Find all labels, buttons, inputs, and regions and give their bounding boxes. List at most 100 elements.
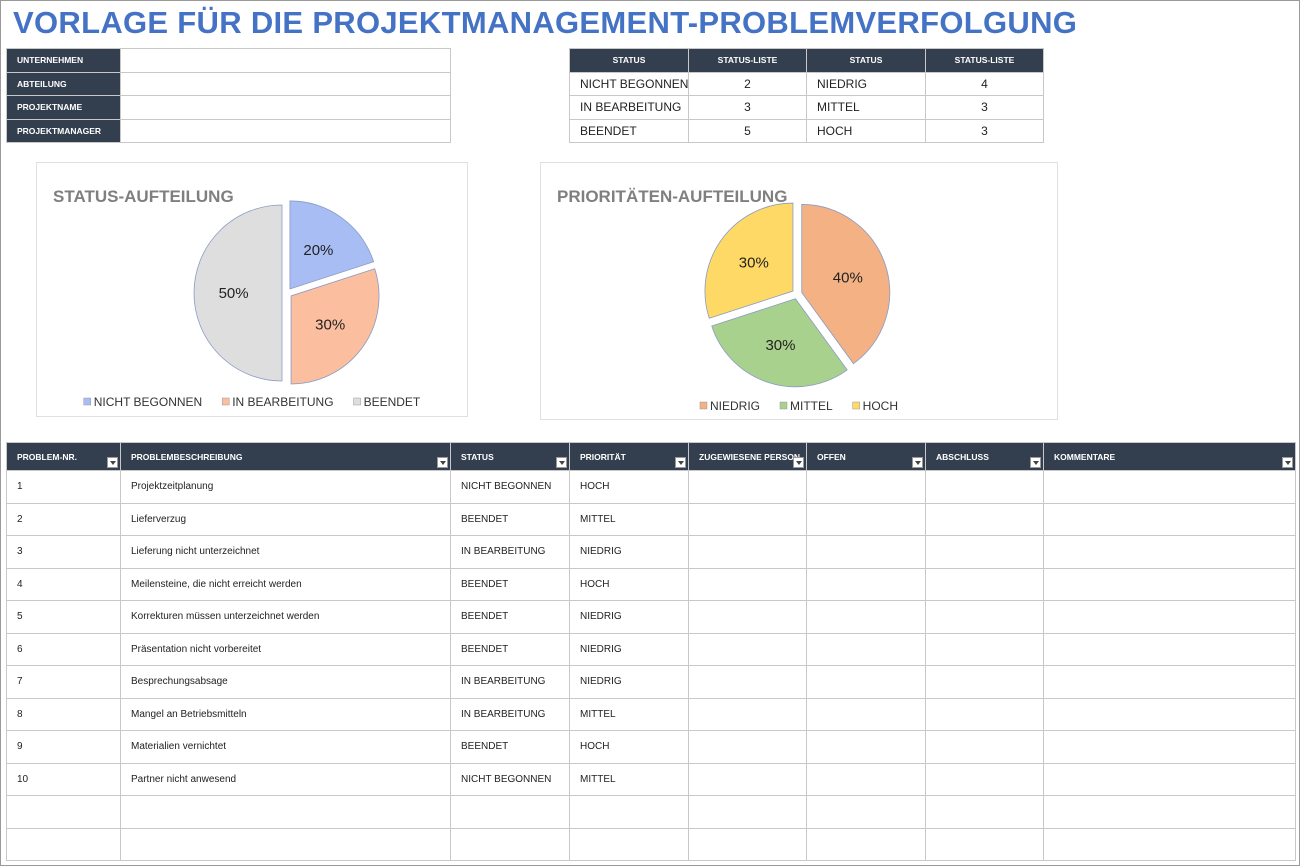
issue-cell (1043, 600, 1296, 634)
issue-cell: 9 (6, 730, 121, 764)
summary-cell: BEENDET (569, 118, 689, 143)
issue-header: KOMMENTARE (1043, 442, 1296, 471)
data-label: 30% (765, 337, 795, 354)
issue-cell (925, 762, 1044, 796)
filter-button[interactable] (556, 457, 567, 468)
legend-label: BEENDET (364, 395, 421, 409)
legend-label: IN BEARBEITUNG (232, 395, 333, 409)
filter-button[interactable] (437, 457, 448, 468)
issue-cell (688, 600, 807, 634)
pie-slice (711, 298, 848, 388)
issue-cell (1043, 827, 1296, 861)
summary-cell: 2 (688, 71, 807, 96)
issue-cell (1043, 762, 1296, 796)
issue-cell (1043, 730, 1296, 764)
issue-header: PROBLEM-NR. (6, 442, 121, 471)
legend-label: MITTEL (790, 399, 833, 413)
info-value (120, 71, 451, 96)
info-value (120, 118, 451, 143)
issue-cell: Projektzeitplanung (120, 470, 451, 504)
pie-slice (289, 200, 375, 290)
issue-header: STATUS (450, 442, 570, 471)
issue-cell: 5 (6, 600, 121, 634)
issue-cell (806, 762, 926, 796)
issue-cell: Partner nicht anwesend (120, 762, 451, 796)
summary-cell: HOCH (806, 118, 926, 143)
issue-cell (688, 632, 807, 666)
issue-cell (688, 795, 807, 829)
chart-title: PRIORITÄTEN-AUFTEILUNG (557, 187, 787, 206)
issue-cell (806, 567, 926, 601)
issue-cell (1043, 502, 1296, 536)
summary-cell: 3 (925, 95, 1044, 120)
issue-cell: 3 (6, 535, 121, 569)
issue-cell (806, 470, 926, 504)
issue-cell: Lieferverzug (120, 502, 451, 536)
chart: PRIORITÄTEN-AUFTEILUNG 40% 30% 30% NIEDRIG MI… (557, 187, 898, 413)
issue-cell: NICHT BEGONNEN (450, 762, 570, 796)
filter-button[interactable] (1282, 457, 1293, 468)
issue-cell: Präsentation nicht vorbereitet (120, 632, 451, 666)
chart: STATUS-AUFTEILUNG 20% 30% 50% NICHT BEGONNEN… (53, 187, 421, 409)
summary-header: STATUS (569, 48, 689, 73)
issue-cell (688, 535, 807, 569)
filter-button[interactable] (793, 457, 804, 468)
issue-cell (925, 470, 1044, 504)
summary-cell: 4 (925, 71, 1044, 96)
issue-cell (806, 730, 926, 764)
issue-cell: Mangel an Betriebsmitteln (120, 697, 451, 731)
issue-cell (925, 632, 1044, 666)
info-label: ABTEILUNG (6, 71, 121, 96)
issue-header: PROBLEMBESCHREIBUNG (120, 442, 451, 471)
issue-cell (1043, 632, 1296, 666)
issue-cell (925, 730, 1044, 764)
issue-cell (688, 827, 807, 861)
pie-slice (290, 268, 380, 385)
issue-cell (688, 665, 807, 699)
data-label: 30% (315, 316, 345, 333)
issue-cell (1043, 470, 1296, 504)
issue-cell: 2 (6, 502, 121, 536)
issue-cell: HOCH (569, 567, 689, 601)
issue-cell: 10 (6, 762, 121, 796)
filter-button[interactable] (912, 457, 923, 468)
data-label: 50% (219, 285, 249, 302)
issue-cell (450, 795, 570, 829)
issue-cell (120, 827, 451, 861)
issue-cell: MITTEL (569, 697, 689, 731)
issue-cell: NICHT BEGONNEN (450, 470, 570, 504)
legend-swatch (852, 401, 860, 410)
summary-cell: MITTEL (806, 95, 926, 120)
summary-cell: NICHT BEGONNEN (569, 71, 689, 96)
summary-header: STATUS (806, 48, 926, 73)
legend-swatch (779, 401, 788, 410)
legend-label: NICHT BEGONNEN (94, 395, 202, 409)
pie-slice (704, 202, 794, 319)
chart-title: STATUS-AUFTEILUNG (53, 187, 234, 206)
issue-cell: 6 (6, 632, 121, 666)
issue-cell: NIEDRIG (569, 535, 689, 569)
filter-button[interactable] (675, 457, 686, 468)
issue-cell (6, 827, 121, 861)
issue-cell (925, 665, 1044, 699)
issue-cell: 4 (6, 567, 121, 601)
issue-cell: Meilensteine, die nicht erreicht werden (120, 567, 451, 601)
issue-cell: IN BEARBEITUNG (450, 665, 570, 699)
issue-cell (925, 600, 1044, 634)
issue-cell: BEENDET (450, 730, 570, 764)
legend-label: HOCH (863, 399, 898, 413)
info-value (120, 95, 451, 120)
issue-cell (925, 535, 1044, 569)
issue-cell (806, 600, 926, 634)
filter-button[interactable] (107, 457, 118, 468)
summary-header: STATUS-LISTE (688, 48, 807, 73)
issue-cell (1043, 567, 1296, 601)
issue-cell (806, 697, 926, 731)
filter-button[interactable] (1030, 457, 1041, 468)
info-label: UNTERNEHMEN (6, 48, 121, 73)
summary-header: STATUS-LISTE (925, 48, 1044, 73)
issue-cell: Lieferung nicht unterzeichnet (120, 535, 451, 569)
data-label: 20% (303, 242, 333, 259)
info-value (120, 48, 451, 73)
issue-cell: 1 (6, 470, 121, 504)
